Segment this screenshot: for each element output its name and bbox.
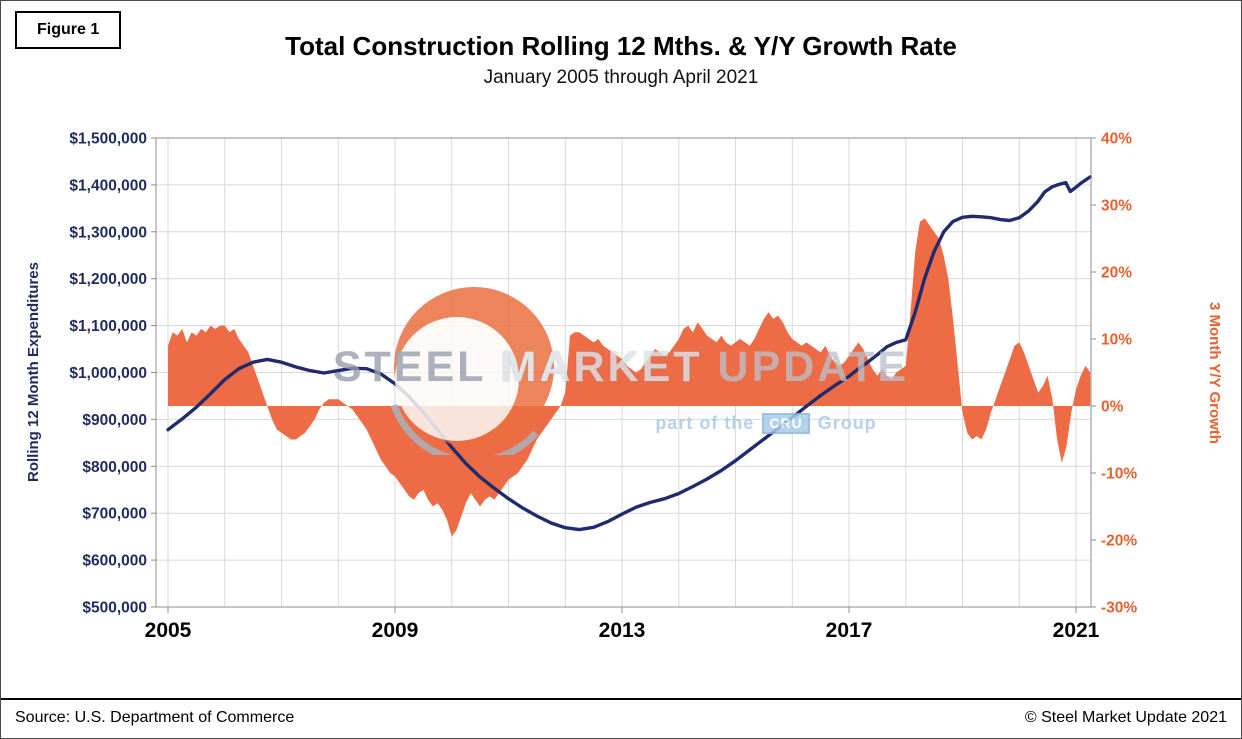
construction-chart-plot: $1,500,000 $1,400,000 $1,300,000 $1,200,000… [69,131,1137,643]
left-axis-tick-label: $500,000 [82,600,147,617]
x-axis-tick-label: 2005 [145,619,192,642]
right-axis-tick-label: -20% [1101,533,1137,550]
left-axis-tick-label: $700,000 [82,506,147,523]
right-axis-tick-label: 0% [1101,399,1124,416]
footer-divider [1,698,1241,700]
x-axis-tick-label: 2009 [372,619,419,642]
figure-label: Figure 1 [15,11,122,49]
right-axis-tick-label: 10% [1101,332,1132,349]
left-axis-tick-label: $600,000 [82,553,147,570]
source-text: Source: U.S. Department of Commerce [15,709,295,726]
left-axis-tick-label: $1,100,000 [69,318,147,335]
left-axis-tick-label: $900,000 [82,412,147,429]
right-axis-tick-label: 40% [1101,131,1132,148]
chart-title: Total Construction Rolling 12 Mths. & Y/… [285,31,957,61]
right-axis-tick-label: -30% [1101,600,1137,617]
copyright-text: © Steel Market Update 2021 [1024,709,1227,726]
right-axis-tick-label: 20% [1101,265,1132,282]
expenditures-line-series [166,175,1092,532]
right-axis-tick-label: -10% [1101,466,1137,483]
left-axis-tick-label: $1,200,000 [69,271,147,288]
x-axis-tick-label: 2021 [1053,619,1100,642]
left-axis-tick-label: $1,000,000 [69,365,147,382]
left-axis-tick-label: $800,000 [82,459,147,476]
left-axis-tick-label: $1,500,000 [69,131,147,148]
yoy-growth-area-series [168,218,1091,537]
left-axis-tick-label: $1,300,000 [69,224,147,241]
right-axis-tick-label: 30% [1101,198,1132,215]
x-axis-tick-label: 2017 [826,619,873,642]
chart-subtitle: January 2005 through April 2021 [483,67,759,88]
left-axis-tick-label: $1,400,000 [69,177,147,194]
x-axis-tick-label: 2013 [599,619,646,642]
